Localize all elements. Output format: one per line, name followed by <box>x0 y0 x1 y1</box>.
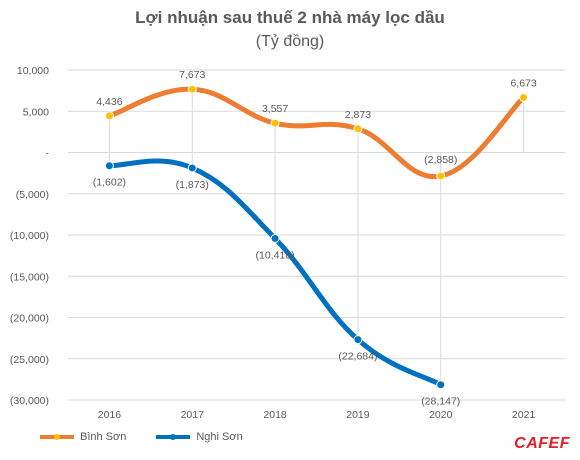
data-label-binh-son: (2,858) <box>424 154 457 166</box>
legend-item-binh-son: Bình Sơn <box>40 431 126 443</box>
data-point-nghi-son <box>353 335 363 345</box>
data-point-binh-son <box>353 124 363 134</box>
data-point-binh-son <box>519 92 529 102</box>
x-tick-label: 2017 <box>181 409 205 421</box>
data-label-binh-son: 2,873 <box>345 109 371 121</box>
x-tick-label: 2021 <box>512 409 536 421</box>
x-tick-label: 2020 <box>429 409 453 421</box>
legend-swatch-binh-son <box>40 434 74 440</box>
data-point-nghi-son <box>270 233 280 243</box>
x-tick-label: 2016 <box>98 409 122 421</box>
data-label-nghi-son: (10,418) <box>256 249 295 261</box>
data-point-nghi-son <box>187 163 197 173</box>
y-tick-label: (25,000) <box>10 354 49 366</box>
data-label-binh-son: 6,673 <box>510 77 536 89</box>
data-label-nghi-son: (28,147) <box>421 396 460 408</box>
legend: Bình Sơn Nghi Sơn <box>40 431 243 443</box>
cafef-logo: CAFEF <box>514 435 570 452</box>
data-point-binh-son <box>187 84 197 94</box>
legend-label-binh-son: Bình Sơn <box>80 431 127 443</box>
data-label-nghi-son: (1,873) <box>176 179 209 191</box>
data-label-binh-son: 4,436 <box>96 96 122 108</box>
y-tick-label: (30,000) <box>10 395 49 407</box>
data-point-binh-son <box>270 118 280 128</box>
data-label-nghi-son: (1,602) <box>93 177 126 189</box>
data-point-binh-son <box>104 111 114 121</box>
y-tick-label: (10,000) <box>10 230 49 242</box>
data-point-binh-son <box>436 171 446 181</box>
y-tick-label: - <box>46 148 50 160</box>
chart-title: Lợi nhuận sau thuế 2 nhà máy lọc dầu <box>135 8 445 27</box>
data-label-nghi-son: (22,684) <box>338 351 377 363</box>
data-point-nghi-son <box>104 161 114 171</box>
data-label-binh-son: 3,557 <box>262 103 288 115</box>
y-tick-label: 10,000 <box>17 65 49 77</box>
series-line-binh-son <box>106 86 527 180</box>
data-point-nghi-son <box>436 380 446 390</box>
y-tick-label: (15,000) <box>10 271 49 283</box>
y-tick-label: 5,000 <box>23 106 49 118</box>
data-label-binh-son: 7,673 <box>179 69 205 81</box>
chart-subtitle: (Tỷ đồng) <box>255 33 325 50</box>
y-tick-label: (20,000) <box>10 313 49 325</box>
x-tick-label: 2019 <box>346 409 370 421</box>
legend-item-nghi-son: Nghi Sơn <box>156 431 243 443</box>
x-tick-label: 2018 <box>263 409 287 421</box>
y-tick-label: (5,000) <box>16 189 49 201</box>
legend-swatch-nghi-son <box>156 434 191 440</box>
legend-label-nghi-son: Nghi Sơn <box>196 431 243 443</box>
